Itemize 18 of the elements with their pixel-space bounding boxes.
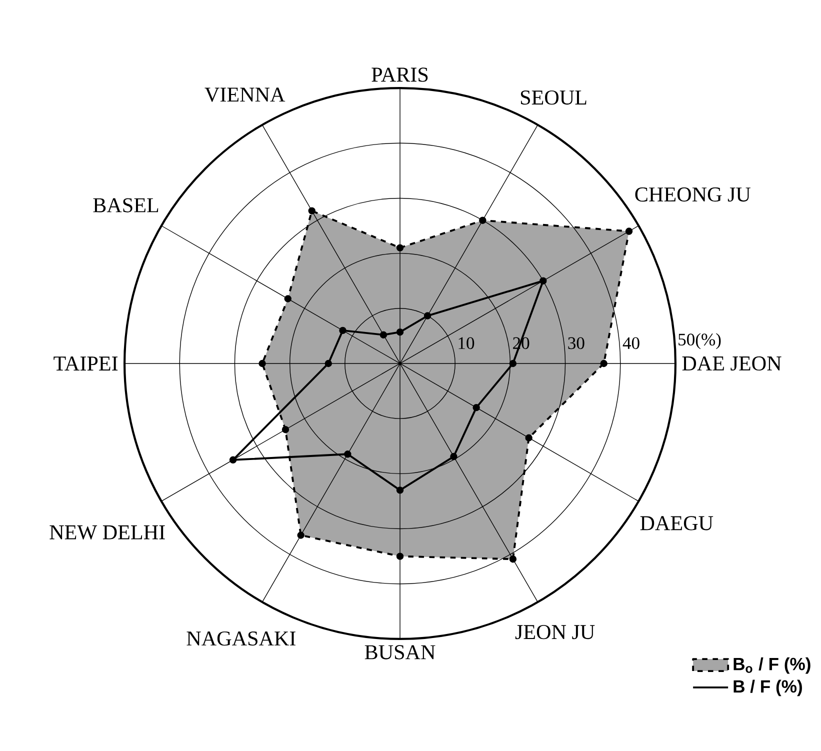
legend-label: B / F (%) [734, 680, 802, 696]
spoke-label: NAGASAKI [186, 631, 296, 646]
y-tick-label: 30 [568, 337, 584, 350]
spoke-label: DAE JEON [682, 356, 782, 371]
y-tick-label: 40 [622, 337, 640, 350]
y-tick-label: 50(%) [678, 333, 721, 350]
spoke-label: CHEONG JU [635, 187, 750, 202]
spoke-label: SEOUL [520, 90, 586, 105]
spoke-label: JEON JU [515, 624, 595, 640]
spoke-label: BASEL [93, 198, 158, 212]
legend-label: B$_{o}$ / F (%) [734, 657, 810, 674]
spoke-label: NEW DELHI [50, 525, 165, 540]
spoke-label: TAIPEI [54, 356, 118, 370]
spoke-label: PARIS [372, 68, 428, 82]
spoke-label: BUSAN [364, 645, 436, 660]
spoke-label: DAEGU [640, 516, 714, 530]
y-tick-label: 10 [458, 337, 474, 350]
spoke-label: VIENNA [204, 88, 286, 102]
